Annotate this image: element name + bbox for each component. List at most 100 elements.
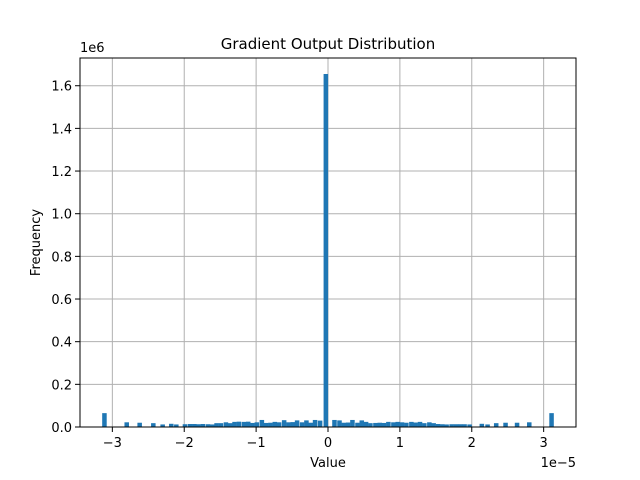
histogram-bar [205, 424, 211, 427]
histogram-bar [417, 421, 423, 427]
x-tick-label: −2 [175, 436, 194, 451]
histogram-bar [259, 419, 265, 427]
histogram-bar [386, 421, 391, 427]
x-tick-label: 1 [396, 436, 404, 451]
histogram-bar [263, 422, 269, 427]
histogram-bar [323, 73, 329, 428]
y-tick-label: 0.4 [51, 336, 72, 351]
histogram-bar [102, 413, 107, 427]
histogram-bar [304, 420, 309, 427]
histogram-bar [317, 420, 323, 427]
histogram-bar [174, 424, 179, 427]
y-tick-label: 1.2 [51, 165, 72, 180]
histogram-bar [299, 422, 305, 427]
histogram-bar [435, 424, 441, 427]
y-tick-label: 1.6 [51, 80, 72, 95]
histogram-bar [227, 423, 233, 427]
x-axis-label: Value [310, 456, 346, 471]
histogram-bar [381, 422, 387, 427]
histogram-bar [422, 423, 427, 427]
histogram-bar [503, 422, 508, 427]
histogram-bar [312, 419, 318, 427]
histogram-bar [182, 424, 188, 427]
histogram-bar [281, 420, 287, 427]
histogram-bar [444, 424, 449, 427]
histogram-bar [413, 422, 418, 427]
histogram-bar [151, 423, 156, 427]
y-tick-label: 0.0 [51, 421, 72, 436]
histogram-bar [359, 420, 365, 427]
chart-title: Gradient Output Distribution [221, 35, 435, 53]
histogram-bar [350, 419, 355, 427]
x-tick-label: 0 [324, 436, 332, 451]
histogram-bar [137, 422, 142, 427]
bars-layer [102, 73, 554, 428]
ticks-layer: −3 −2 −1 0 1 2 3 0.0 0.2 0.4 0.6 0.8 1.0 1.2 1.4 1.6 [51, 80, 547, 451]
histogram-bar [514, 422, 520, 427]
histogram-bar [232, 421, 237, 427]
histogram-bar [440, 424, 445, 427]
histogram-bar [485, 424, 490, 427]
histogram-bar [453, 424, 459, 427]
histogram-bar [355, 422, 360, 427]
histogram-bar [493, 423, 499, 427]
histogram-bar [427, 422, 432, 427]
histogram-bar [467, 424, 472, 427]
histogram-bar [345, 422, 351, 427]
histogram-bar [245, 421, 251, 427]
histogram-bar [223, 422, 229, 427]
x-tick-label: −3 [103, 436, 122, 451]
histogram-bar [286, 422, 291, 427]
histogram-bar [169, 423, 174, 427]
histogram-bar [192, 424, 197, 427]
histogram-bar [290, 422, 296, 427]
histogram-bar [218, 423, 224, 427]
histogram-bar [399, 422, 405, 427]
histogram-bar [395, 421, 400, 427]
histogram-bar [368, 423, 373, 427]
histogram-bar [124, 422, 129, 427]
histogram-bar [458, 424, 463, 427]
histogram-bar [337, 420, 342, 427]
histogram-bar [236, 421, 242, 427]
histogram-bar [409, 421, 414, 427]
histogram-bar [268, 422, 273, 427]
histogram-bar [404, 422, 409, 427]
histogram-bar [308, 422, 314, 427]
histogram-bar [196, 424, 201, 427]
histogram-bar [431, 423, 436, 427]
y-tick-label: 0.2 [51, 378, 72, 393]
x-tick-label: −1 [247, 436, 266, 451]
histogram-bar [214, 423, 219, 427]
histogram-bar [210, 424, 215, 427]
histogram-bar [462, 424, 467, 427]
histogram-bar [391, 422, 396, 427]
histogram-bar [187, 424, 193, 427]
x-tick-label: 3 [540, 436, 548, 451]
y-axis-label: Frequency [29, 209, 44, 276]
x-tick-label: 2 [468, 436, 476, 451]
y-tick-label: 1.4 [51, 122, 72, 137]
histogram-bar [241, 421, 247, 427]
histogram-bar [250, 422, 255, 427]
histogram-bar [363, 421, 369, 427]
x-scale-label: 1e−5 [541, 456, 576, 471]
y-tick-label: 0.8 [51, 250, 72, 265]
histogram-bar [200, 424, 206, 427]
histogram-bar [377, 422, 383, 427]
histogram-bar [254, 422, 260, 427]
y-scale-label: 1e6 [80, 41, 105, 56]
histogram-bar [294, 420, 300, 427]
histogram-bar [160, 424, 165, 427]
y-tick-label: 0.6 [51, 293, 72, 308]
histogram-bar [479, 423, 485, 427]
y-tick-label: 1.0 [51, 208, 72, 223]
histogram-bar [276, 422, 282, 427]
histogram-bar [527, 422, 532, 427]
histogram-bar [549, 413, 554, 427]
histogram-bar [341, 422, 347, 427]
histogram-bar [272, 421, 278, 427]
histogram-bar [332, 419, 337, 427]
histogram-bar [449, 424, 454, 427]
